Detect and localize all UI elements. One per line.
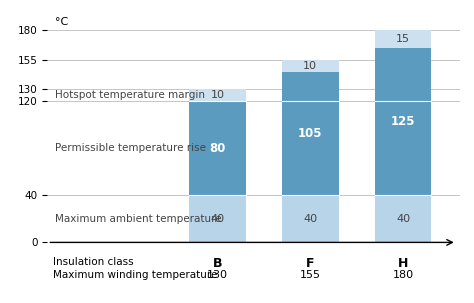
Bar	[282, 60, 338, 72]
Text: H: H	[398, 257, 408, 270]
Text: Insulation class: Insulation class	[53, 257, 133, 267]
Bar	[282, 195, 338, 242]
Bar	[189, 195, 246, 242]
Text: 180: 180	[392, 269, 414, 279]
Text: Maximum winding temperature: Maximum winding temperature	[53, 269, 217, 279]
Text: 105: 105	[298, 127, 322, 140]
Bar	[375, 195, 431, 242]
Bar	[189, 89, 246, 101]
Text: 155: 155	[300, 269, 321, 279]
Text: Maximum ambient temperature: Maximum ambient temperature	[55, 214, 221, 224]
Text: 130: 130	[207, 269, 228, 279]
Text: 15: 15	[396, 34, 410, 44]
Text: 125: 125	[391, 115, 415, 128]
Text: °C: °C	[55, 17, 68, 27]
Text: F: F	[306, 257, 315, 270]
Bar	[189, 101, 246, 195]
Text: 80: 80	[210, 142, 226, 155]
Text: Permissible temperature rise: Permissible temperature rise	[55, 143, 206, 153]
Text: B: B	[213, 257, 222, 270]
Bar	[375, 30, 431, 48]
Bar	[375, 48, 431, 195]
Text: 10: 10	[210, 90, 225, 100]
Text: 40: 40	[396, 214, 410, 224]
Text: 10: 10	[303, 61, 317, 71]
Text: 40: 40	[210, 214, 225, 224]
Text: Hotspot temperature margin: Hotspot temperature margin	[55, 90, 205, 100]
Bar	[282, 72, 338, 195]
Text: 40: 40	[303, 214, 318, 224]
